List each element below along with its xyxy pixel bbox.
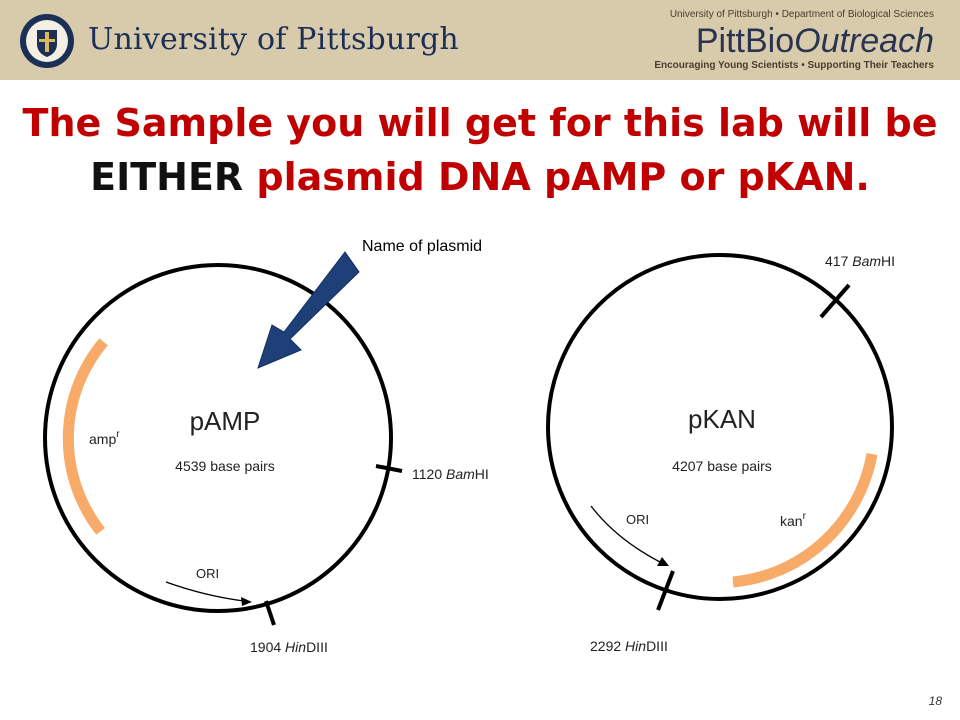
pkan-circle	[546, 253, 894, 601]
pamp-bamhi-label: 1120 BamHI	[412, 466, 489, 482]
pamp-circle	[43, 263, 393, 613]
pamp-bamhi-tick	[375, 464, 403, 473]
pamp-plasmid: pAMP 4539 base pairs ampr ORI 1120 BamHI…	[43, 263, 489, 655]
brand-part-1: PittBio	[695, 22, 795, 60]
pamp-hindiii-tick	[264, 600, 276, 626]
name-pointer-arrow	[257, 251, 360, 369]
header-bar: University of Pittsburgh University of P…	[0, 0, 960, 80]
slide-title: The Sample you will get for this lab wil…	[0, 96, 960, 204]
pkan-name: pKAN	[688, 404, 756, 434]
pkan-gene-label: kanr	[780, 511, 807, 529]
page-number: 18	[928, 694, 942, 708]
pkan-ori-label: ORI	[626, 512, 649, 527]
university-seal-icon	[20, 14, 74, 68]
pkan-hindiii-tick	[656, 570, 675, 611]
pkan-bamhi-tick	[819, 283, 851, 319]
pamp-gene-label: ampr	[89, 429, 120, 447]
pamp-amp-gene-arc	[62, 338, 108, 535]
pamp-ori-arrow	[165, 581, 245, 602]
pamp-hindiii-label: 1904 HinDIII	[250, 639, 328, 655]
department-line: University of Pittsburgh • Department of…	[669, 9, 934, 20]
pamp-name: pAMP	[190, 406, 261, 436]
brand-part-2: Outreach	[794, 22, 934, 60]
tagline: Encouraging Young Scientists • Supportin…	[654, 60, 934, 71]
pkan-bamhi-label: 417 BamHI	[825, 253, 895, 269]
pittbio-outreach-logo: PittBioOutreach	[696, 22, 934, 61]
pamp-size: 4539 base pairs	[175, 458, 275, 474]
pamp-ori-arrowhead	[241, 597, 252, 606]
pamp-ori-label: ORI	[196, 566, 219, 581]
title-line-2: EITHER plasmid DNA pAMP or pKAN.	[0, 150, 960, 204]
title-plasmid-names: plasmid DNA pAMP or pKAN.	[243, 155, 870, 199]
university-name: University of Pittsburgh	[88, 22, 459, 57]
pkan-plasmid: pKAN 4207 base pairs kanr ORI 417 BamHI …	[546, 253, 895, 654]
pkan-hindiii-label: 2292 HinDIII	[590, 638, 668, 654]
pkan-ori-arrowhead	[657, 557, 669, 566]
title-line-1: The Sample you will get for this lab wil…	[22, 101, 938, 145]
pkan-ori-arrow	[590, 505, 663, 564]
pkan-kan-gene-arc	[732, 453, 878, 588]
name-of-plasmid-annotation: Name of plasmid	[362, 238, 483, 255]
title-either: EITHER	[90, 155, 244, 199]
pkan-size: 4207 base pairs	[672, 458, 772, 474]
